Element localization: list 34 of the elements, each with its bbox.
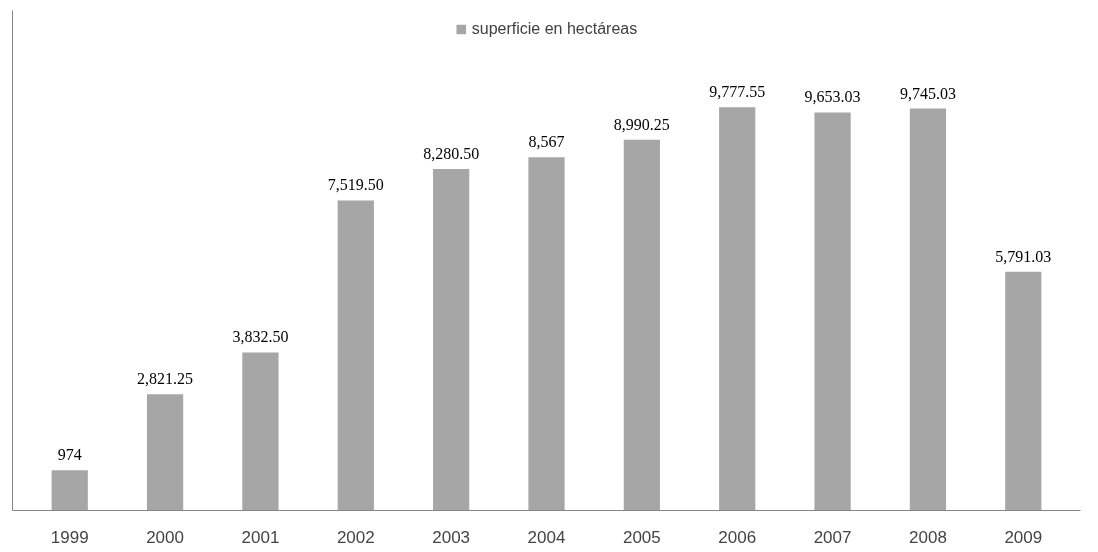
x-tick-label: 2008 <box>909 527 947 547</box>
bar <box>528 157 565 511</box>
bar <box>719 107 756 511</box>
data-label: 3,832.50 <box>232 328 289 346</box>
data-label: 7,519.50 <box>327 176 384 194</box>
legend-label: superficie en hectáreas <box>471 20 638 38</box>
bar <box>909 108 947 511</box>
data-label: 8,990.25 <box>613 115 670 133</box>
x-tick-label: 2006 <box>718 527 757 547</box>
data-label: 8,567 <box>528 133 565 151</box>
x-tick-label: 2000 <box>146 527 184 547</box>
bar <box>146 394 184 511</box>
data-label: 974 <box>57 446 82 464</box>
bar <box>242 352 279 511</box>
data-label: 9,777.55 <box>709 83 766 101</box>
data-label: 5,791.03 <box>995 247 1052 265</box>
data-label: 2,821.25 <box>137 370 194 388</box>
x-tick-label: 2003 <box>432 527 471 547</box>
x-tick-label: 2001 <box>241 527 280 547</box>
data-label: 9,653.03 <box>804 88 861 106</box>
bar <box>623 139 660 511</box>
x-tick-label: 2005 <box>622 527 661 547</box>
bar <box>337 200 374 511</box>
x-tick-label: 2002 <box>336 527 375 547</box>
bar <box>51 470 88 511</box>
bar <box>1005 271 1042 511</box>
bar <box>433 169 470 511</box>
x-tick-label: 2004 <box>527 527 566 547</box>
x-tick-label: 2007 <box>813 527 852 547</box>
bar <box>814 112 851 511</box>
x-tick-label: 2009 <box>1004 527 1043 547</box>
data-label: 8,280.50 <box>423 145 480 163</box>
x-tick-label: 1999 <box>50 527 89 547</box>
data-label: 9,745.03 <box>899 84 956 102</box>
